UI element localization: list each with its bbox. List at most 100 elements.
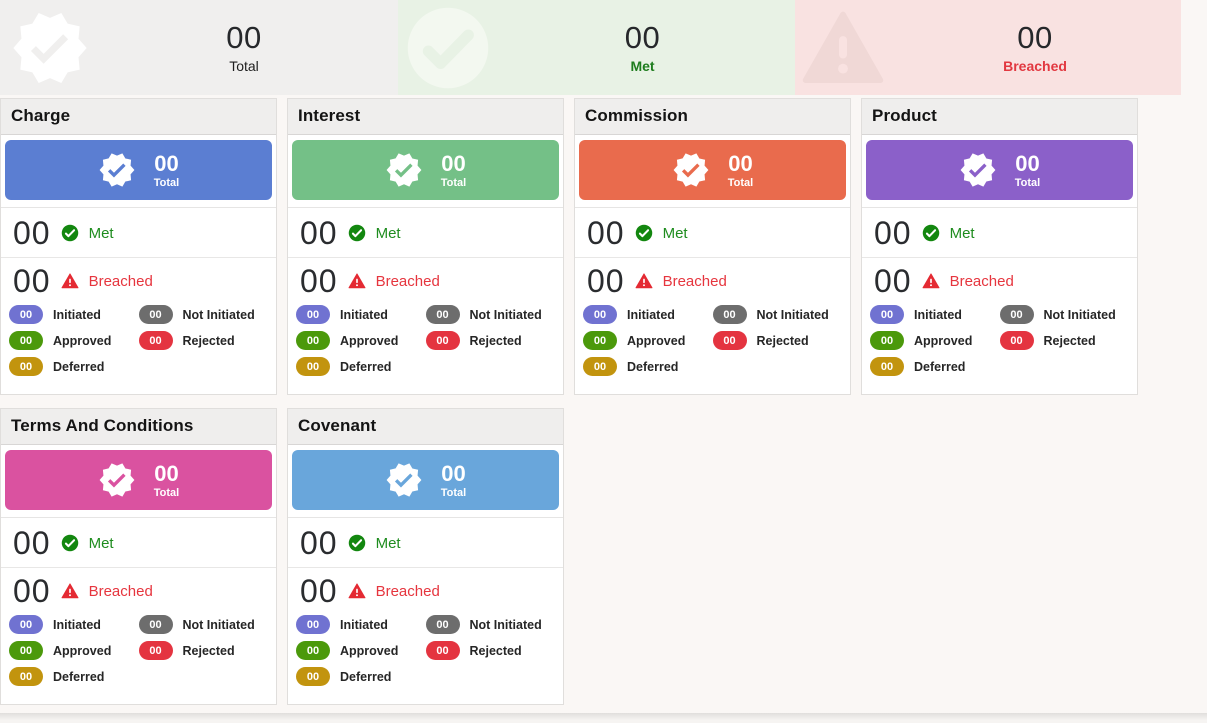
breached-label: Breached <box>949 272 1014 290</box>
status-label: Deferred <box>914 359 966 374</box>
status-count-pill: 00 <box>425 615 460 634</box>
status-deferred: 00 Deferred <box>296 667 426 686</box>
status-label: Rejected <box>756 333 809 348</box>
status-count-pill: 00 <box>296 615 330 634</box>
card-total-banner[interactable]: 00 Total <box>5 450 272 510</box>
status-count-pill: 00 <box>296 305 330 324</box>
card-total-banner[interactable]: 00 Total <box>866 140 1133 200</box>
card-title: Charge <box>1 99 276 135</box>
met-row[interactable]: 00 Met <box>1 518 276 568</box>
horizontal-scrollbar[interactable] <box>0 713 1207 723</box>
breached-value: 00 <box>13 573 51 609</box>
breached-row[interactable]: 00 Breached <box>1 258 276 301</box>
met-label: Met <box>88 224 114 242</box>
card-banner-wrap: 00 Total <box>1 445 276 518</box>
card-total-value: 00 <box>728 151 753 177</box>
met-value: 00 <box>300 525 338 561</box>
status-initiated: 00 Initiated <box>296 305 426 324</box>
met-row[interactable]: 00 Met <box>862 208 1137 258</box>
card-banner-wrap: 00 Total <box>288 135 563 208</box>
status-initiated: 00 Initiated <box>583 305 713 324</box>
met-row[interactable]: 00 Met <box>575 208 850 258</box>
status-count-pill: 00 <box>583 305 617 324</box>
status-label: Approved <box>340 333 399 348</box>
status-count-pill: 00 <box>870 331 904 350</box>
summary-bar: 00 Total 00 Met 00 Breached <box>0 0 1181 95</box>
status-approved: 00 Approved <box>296 641 426 660</box>
status-count-pill: 00 <box>138 615 173 634</box>
met-label: Met <box>375 534 401 552</box>
summary-tile-breached[interactable]: 00 Breached <box>795 0 1181 95</box>
status-label: Approved <box>914 333 973 348</box>
status-initiated: 00 Initiated <box>9 615 139 634</box>
badge-check-icon <box>959 151 997 189</box>
status-label: Approved <box>627 333 686 348</box>
status-not-initiated: 00 Not Initiated <box>138 305 269 324</box>
breached-row[interactable]: 00 Breached <box>1 568 276 611</box>
status-approved: 00 Approved <box>583 331 713 350</box>
status-deferred: 00 Deferred <box>296 357 426 376</box>
status-label: Rejected <box>469 333 522 348</box>
breached-label: Breached <box>88 582 153 600</box>
summary-breached-label: Breached <box>1003 58 1067 75</box>
met-value: 00 <box>300 215 338 251</box>
card-total-banner[interactable]: 00 Total <box>292 450 559 510</box>
card-banner-wrap: 00 Total <box>1 135 276 208</box>
status-rejected: 00 Rejected <box>999 331 1130 350</box>
card-total-label: Total <box>153 486 180 499</box>
status-label: Initiated <box>340 307 388 322</box>
status-deferred: 00 Deferred <box>9 357 139 376</box>
card-total-banner[interactable]: 00 Total <box>5 140 272 200</box>
status-label: Rejected <box>182 333 235 348</box>
status-count-pill: 00 <box>870 357 904 376</box>
status-label: Deferred <box>340 359 392 374</box>
status-not-initiated: 00 Not Initiated <box>712 305 843 324</box>
met-row[interactable]: 00 Met <box>288 208 563 258</box>
breached-row[interactable]: 00 Breached <box>288 258 563 301</box>
card-total-label: Total <box>440 176 467 189</box>
status-count-pill: 00 <box>9 641 43 660</box>
status-label: Not Initiated <box>756 307 829 322</box>
status-count-pill: 00 <box>425 641 460 660</box>
breached-row[interactable]: 00 Breached <box>288 568 563 611</box>
breached-row[interactable]: 00 Breached <box>862 258 1137 301</box>
status-count-pill: 00 <box>583 357 617 376</box>
status-count-pill: 00 <box>9 357 43 376</box>
status-initiated: 00 Initiated <box>870 305 1000 324</box>
status-label: Not Initiated <box>1043 307 1116 322</box>
cards-grid: Charge 00 Total 00 <box>0 98 1138 705</box>
badge-check-icon <box>98 461 136 499</box>
status-count-pill: 00 <box>712 331 747 350</box>
status-approved: 00 Approved <box>9 641 139 660</box>
badge-check-icon <box>10 8 90 88</box>
met-label: Met <box>375 224 401 242</box>
warning-triangle-icon <box>348 582 366 600</box>
warning-triangle-icon <box>635 272 653 290</box>
met-row[interactable]: 00 Met <box>1 208 276 258</box>
circle-check-icon <box>61 534 79 552</box>
card-product: Product 00 Total 00 <box>861 98 1138 395</box>
status-rejected: 00 Rejected <box>712 331 843 350</box>
breached-label: Breached <box>375 272 440 290</box>
circle-check-icon <box>348 224 366 242</box>
status-label: Deferred <box>340 669 392 684</box>
status-count-pill: 00 <box>583 331 617 350</box>
status-count-pill: 00 <box>425 331 460 350</box>
summary-tile-met[interactable]: 00 Met <box>398 0 795 95</box>
status-count-pill: 00 <box>296 331 330 350</box>
summary-tile-total[interactable]: 00 Total <box>0 0 398 95</box>
status-deferred: 00 Deferred <box>583 357 713 376</box>
summary-breached-value: 00 <box>1017 19 1053 55</box>
met-row[interactable]: 00 Met <box>288 518 563 568</box>
summary-total-label: Total <box>229 58 259 75</box>
card-total-label: Total <box>727 176 754 189</box>
card-total-banner[interactable]: 00 Total <box>579 140 846 200</box>
status-badges: 00 Initiated 00 Not Initiated 00 Approve… <box>1 301 276 392</box>
card-total-banner[interactable]: 00 Total <box>292 140 559 200</box>
breached-row[interactable]: 00 Breached <box>575 258 850 301</box>
status-count-pill: 00 <box>999 305 1034 324</box>
circle-check-icon <box>348 534 366 552</box>
breached-label: Breached <box>375 582 440 600</box>
warning-triangle-icon <box>922 272 940 290</box>
card-title: Terms And Conditions <box>1 409 276 445</box>
